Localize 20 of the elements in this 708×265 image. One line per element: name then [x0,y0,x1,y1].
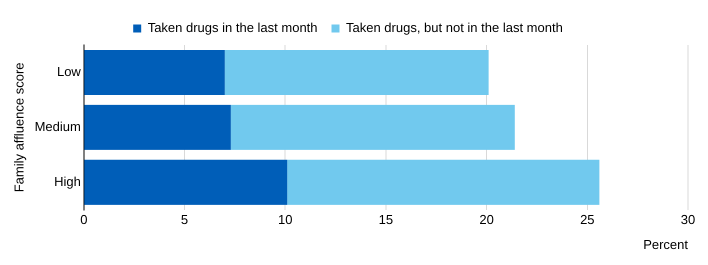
bar [84,160,288,205]
x-tick-label: 25 [580,212,595,228]
x-tick-label: 5 [180,212,188,228]
bar [287,160,600,205]
bar [84,104,231,150]
bar [224,50,489,95]
legend-label: Taken drugs in the last month [148,20,318,36]
y-tick-label: High [54,174,81,189]
bar [230,104,515,150]
y-tick-label: Medium [34,118,81,134]
y-tick-label: Low [56,64,82,80]
x-tick-label: 30 [680,212,696,228]
x-tick-label: 0 [80,212,88,228]
x-tick-label: 10 [278,212,292,228]
x-axis-title: Percent [643,236,688,252]
bar [84,50,225,95]
x-tick-label: 20 [479,212,494,228]
y-axis-title: Family affluence score [11,62,26,192]
x-tick-label: 15 [378,212,394,228]
legend-label: Taken drugs, but not in the last month [346,20,563,36]
